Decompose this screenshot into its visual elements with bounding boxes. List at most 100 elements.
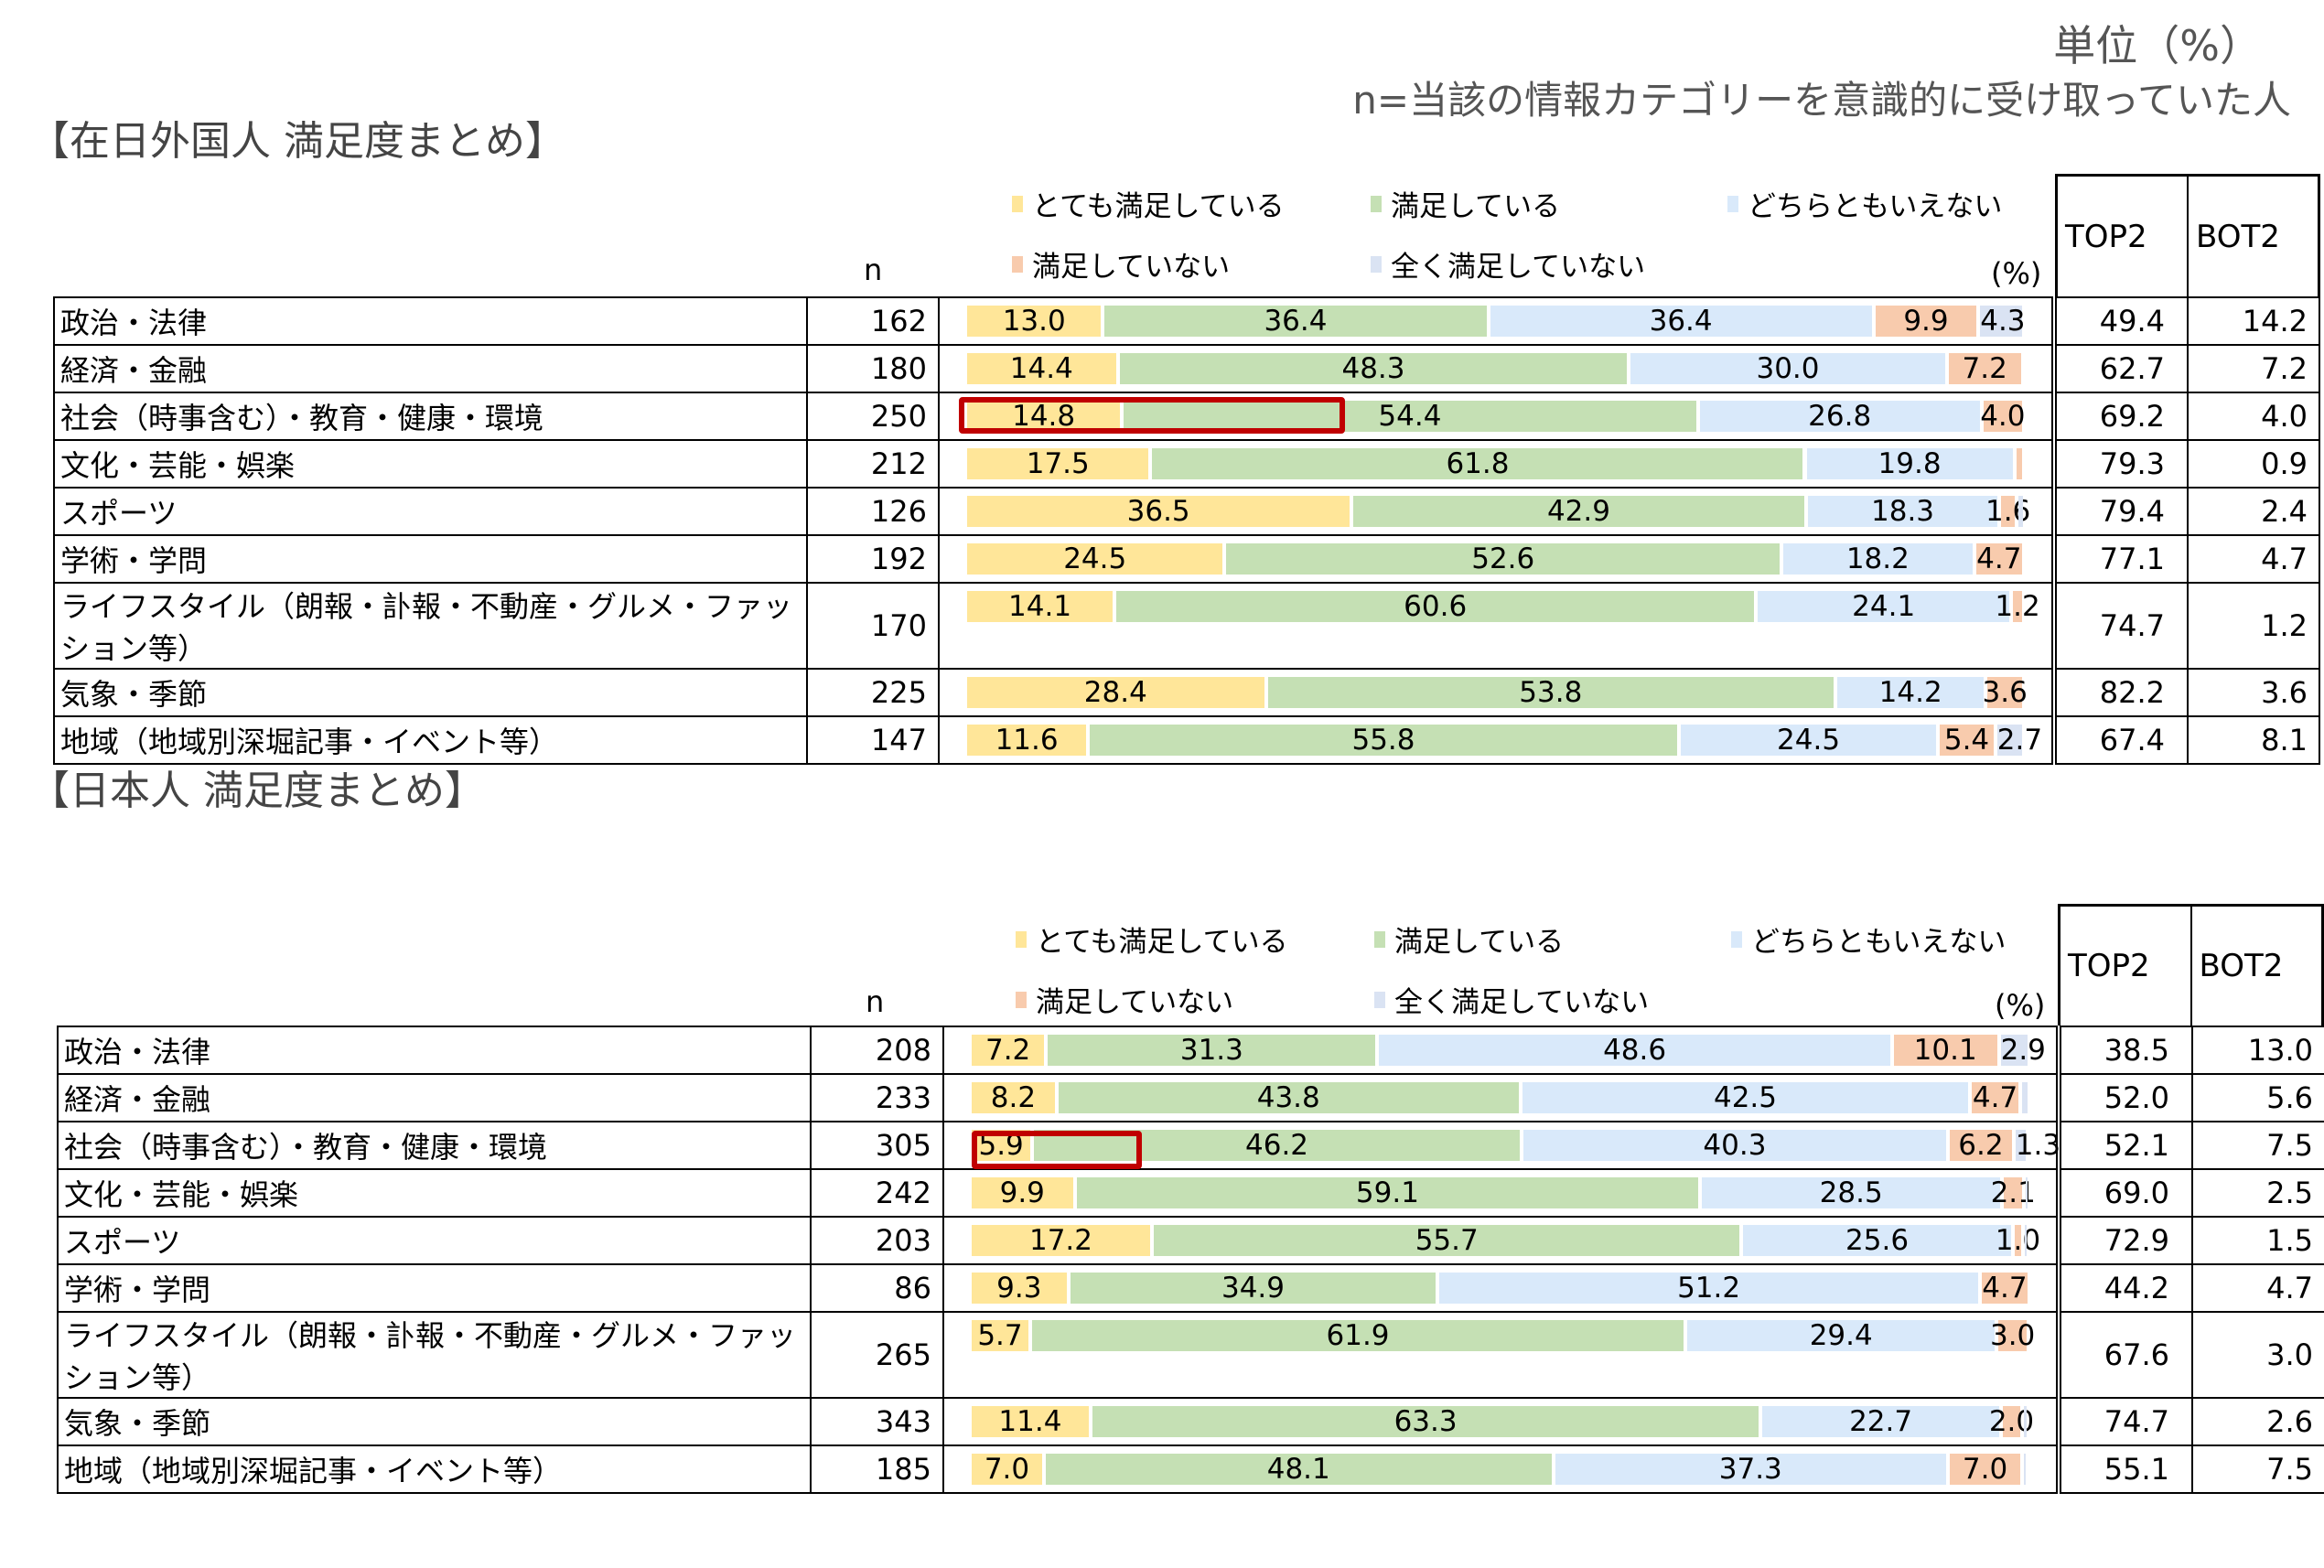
n-value: 242 (810, 1168, 944, 1218)
data-label: 13.0 (1002, 305, 1066, 338)
bar-segment-very-dissatisfied: 2.7 (1996, 724, 2042, 757)
category-label: 文化・芸能・娯楽 (53, 439, 808, 489)
bar-segment-satisfied: 48.3 (1119, 352, 1628, 385)
data-label: 7.0 (984, 1453, 1030, 1486)
bar-segment-neutral: 29.4 (1687, 1319, 1996, 1352)
bar-segment-dissatisfied: 4.7 (1975, 542, 2022, 575)
data-label: 54.4 (1378, 400, 1442, 433)
legend-item: 満足している (1371, 183, 1560, 224)
category-label: 文化・芸能・娯楽 (57, 1168, 812, 1218)
top2-value: 74.7 (2051, 582, 2189, 670)
data-label: 7.2 (984, 1034, 1031, 1067)
bar-segment-very-dissatisfied (2021, 1082, 2028, 1113)
n-value: 305 (810, 1121, 944, 1170)
data-label: 18.3 (1871, 495, 1935, 528)
data-label: 31.3 (1179, 1034, 1243, 1067)
bar-segment-dissatisfied: 7.2 (1948, 352, 2021, 385)
data-label: 19.8 (1877, 447, 1942, 480)
bar-segment-very-satisfied: 9.3 (972, 1272, 1067, 1305)
legend-swatch (1371, 195, 1382, 212)
top2-value: 69.2 (2051, 392, 2189, 441)
stacked-bar: 11.4 63.3 22.7 2.0 (942, 1397, 2060, 1446)
bar-segment-neutral: 48.6 (1379, 1034, 1890, 1067)
legend-label: 満足している (1394, 926, 1565, 959)
bar-segment-very-satisfied: 24.5 (967, 542, 1223, 575)
bar-segment-neutral: 28.5 (1702, 1176, 2001, 1209)
table-row: ライフスタイル（朗報・訃報・不動産・グルメ・ファッション等） 265 5.7 61.9… (57, 1311, 2324, 1399)
bot2-value: 4.7 (2187, 534, 2320, 584)
bar-segment-dissatisfied: 4.0 (1980, 400, 2025, 433)
bar-segment-dissatisfied: 2.1 (1991, 1176, 2036, 1209)
legend-swatch (1727, 195, 1738, 212)
bar-segment-satisfied: 61.9 (1031, 1319, 1684, 1352)
data-label: 9.9 (1903, 305, 1949, 338)
data-label: 10.1 (1913, 1034, 1977, 1067)
legend-label: とても満足している (1032, 190, 1285, 223)
data-label: 2.9 (2000, 1034, 2046, 1067)
legend-label: どちらともいえない (1748, 190, 2003, 223)
legend-label: とても満足している (1036, 926, 1288, 959)
bar-segment-dissatisfied: 5.4 (1940, 724, 1994, 757)
n-header: n (866, 984, 885, 1019)
data-label: 3.6 (1982, 676, 2028, 709)
bot2-value: 2.6 (2191, 1397, 2324, 1446)
n-value: 126 (806, 487, 940, 536)
data-label: 40.3 (1703, 1129, 1767, 1162)
data-label: 30.0 (1756, 352, 1820, 385)
bar-segment-very-dissatisfied: 4.3 (1980, 305, 2026, 338)
data-label: 2.0 (1988, 1405, 2035, 1438)
table-row: 社会（時事含む）・教育・健康・環境 305 5.9 46.2 40.3 6.2 1.3 52.… (57, 1121, 2324, 1170)
data-label: 1.3 (2015, 1129, 2061, 1162)
bar-segment-satisfied: 42.9 (1353, 495, 1804, 528)
bot2-value: 1.5 (2191, 1216, 2324, 1265)
legend-swatch (1016, 991, 1027, 1008)
category-label: 政治・法律 (53, 296, 808, 346)
category-label: 地域（地域別深堀記事・イベント等） (53, 715, 808, 765)
bar-segment-very-satisfied: 9.9 (972, 1176, 1073, 1209)
legend-label: どちらともいえない (1751, 926, 2007, 959)
table-row: 学術・学問 86 9.3 34.9 51.2 4.7 44.2 4.7 (57, 1263, 2324, 1313)
n-value: 180 (806, 344, 940, 393)
top2-value: 52.0 (2056, 1073, 2193, 1122)
data-label: 14.1 (1008, 590, 1072, 623)
data-label: 6.2 (1958, 1129, 2004, 1162)
bar-segment-dissatisfied: 6.2 (1950, 1129, 2012, 1162)
data-label: 24.5 (1063, 542, 1127, 575)
top2-value: 77.1 (2051, 534, 2189, 584)
bot2-value: 2.5 (2191, 1168, 2324, 1218)
bot2-header: BOT2 (2190, 907, 2322, 1026)
legend-label: 満足していない (1036, 986, 1234, 1019)
bar-segment-very-satisfied: 8.2 (972, 1081, 1055, 1114)
stacked-bar: 9.3 34.9 51.2 4.7 (942, 1263, 2060, 1313)
table-row: スポーツ 203 17.2 55.7 25.6 1.0 72.9 1.5 (57, 1216, 2324, 1265)
data-label: 5.7 (977, 1319, 1023, 1352)
data-label: 5.4 (1943, 724, 1990, 757)
category-label: 社会（時事含む）・教育・健康・環境 (53, 392, 808, 441)
bar-segment-very-dissatisfied (2024, 1454, 2027, 1485)
legend-swatch (1371, 255, 1382, 273)
bot2-value: 14.2 (2187, 296, 2320, 346)
bar-segment-satisfied: 63.3 (1092, 1405, 1759, 1438)
bot2-header: BOT2 (2187, 177, 2318, 296)
bot2-value: 0.9 (2187, 439, 2320, 489)
bar-segment-neutral: 26.8 (1699, 400, 1980, 433)
bar-segment-very-satisfied: 14.8 (967, 400, 1121, 433)
bar-segment-very-satisfied: 14.4 (967, 352, 1116, 385)
bar-segment-very-satisfied: 17.5 (967, 447, 1149, 480)
bar-segment-neutral: 30.0 (1630, 352, 1945, 385)
bar-segment-dissatisfied: 1.2 (1995, 590, 2039, 623)
top2-value: 52.1 (2056, 1121, 2193, 1170)
table-row: 政治・法律 162 13.0 36.4 36.4 9.9 4.3 49.4 14.2 (53, 296, 2320, 346)
bar-segment-neutral: 18.3 (1807, 495, 1998, 528)
bot2-value: 3.0 (2191, 1311, 2324, 1399)
data-label: 22.7 (1849, 1405, 1913, 1438)
bar-segment-neutral: 19.8 (1806, 447, 2013, 480)
legend-item: 満足していない (1016, 979, 1233, 1020)
table-row: 経済・金融 180 14.4 48.3 30.0 7.2 62.7 7.2 (53, 344, 2320, 393)
n-value: 208 (810, 1026, 944, 1075)
n-value: 185 (810, 1444, 944, 1494)
data-label: 14.2 (1878, 676, 1942, 709)
category-label: ライフスタイル（朗報・訃報・不動産・グルメ・ファッション等） (53, 582, 808, 670)
table-row: 文化・芸能・娯楽 212 17.5 61.8 19.8 79.3 0.9 (53, 439, 2320, 489)
bar-segment-satisfied: 60.6 (1116, 590, 1755, 623)
